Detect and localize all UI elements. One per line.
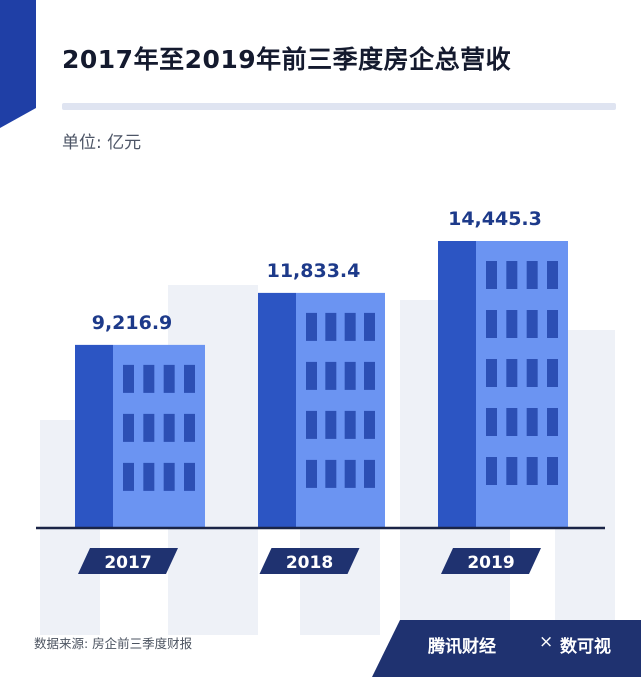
x-tick-label: 2018	[286, 553, 333, 573]
unit-label: 单位: 亿元	[62, 133, 142, 153]
bar-window	[486, 408, 497, 436]
bar-window	[325, 410, 337, 439]
bar-window	[123, 462, 134, 491]
brand-separator: ×	[539, 632, 554, 652]
bar-window	[364, 410, 375, 439]
bar-window	[486, 310, 497, 338]
brand-logo-tencent: 腾讯财经	[428, 637, 496, 657]
bar-side	[258, 292, 296, 528]
page-title: 2017年至2019年前三季度房企总营收	[62, 45, 512, 74]
bar-side	[75, 344, 113, 528]
x-tick-2017: 2017	[78, 548, 178, 574]
bar-window	[506, 457, 518, 485]
title-divider	[62, 103, 616, 110]
bar-window	[547, 359, 558, 387]
bar-window	[325, 459, 337, 488]
bar-window	[547, 261, 558, 289]
bar-window	[325, 361, 337, 390]
bar-window	[306, 410, 317, 439]
bar-window	[547, 310, 558, 338]
bar-window	[325, 312, 337, 341]
title-accent-bar	[0, 0, 36, 128]
bar-side	[438, 241, 476, 528]
x-tick-2018: 2018	[259, 548, 360, 574]
bar-window	[143, 462, 155, 491]
bar-window	[123, 413, 134, 442]
bar-window	[486, 261, 497, 289]
bar-window	[306, 361, 317, 390]
x-tick-label: 2019	[467, 553, 514, 573]
bar-window	[506, 310, 518, 338]
bar-window	[123, 364, 134, 393]
source-note: 数据来源: 房企前三季度财报	[34, 636, 193, 651]
bar-window	[344, 361, 356, 390]
bar-window	[526, 408, 538, 436]
bar-window	[506, 359, 518, 387]
bar-window	[184, 413, 195, 442]
year-tab	[259, 548, 360, 574]
bar-window	[364, 459, 375, 488]
bar-window	[143, 413, 155, 442]
bar-window	[184, 462, 195, 491]
bar-window	[526, 457, 538, 485]
bar-window	[143, 364, 155, 393]
bar-window	[344, 459, 356, 488]
x-tick-2019: 2019	[441, 548, 541, 574]
bar-window	[163, 413, 175, 442]
bar-group-2018: 11,833.4	[258, 260, 385, 528]
brand-logo-shukeshi: 数可视	[560, 637, 611, 657]
bar-window	[163, 462, 175, 491]
x-tick-label: 2017	[104, 553, 151, 573]
bar-window	[486, 359, 497, 387]
bar-window	[364, 312, 375, 341]
bar-window	[486, 457, 497, 485]
bar-window	[344, 410, 356, 439]
year-tab	[441, 548, 541, 574]
bar-window	[364, 361, 375, 390]
bar-window	[184, 364, 195, 393]
bar-group-2019: 14,445.3	[438, 208, 568, 528]
data-label: 11,833.4	[267, 260, 361, 282]
bar-group-2017: 9,216.9	[75, 312, 205, 528]
bar-window	[526, 310, 538, 338]
bar-window	[506, 261, 518, 289]
year-tab	[78, 548, 178, 574]
bar-window	[306, 459, 317, 488]
bar-window	[526, 261, 538, 289]
bar-window	[306, 312, 317, 341]
data-label: 9,216.9	[92, 312, 173, 334]
bar-window	[506, 408, 518, 436]
bar-window	[547, 457, 558, 485]
brand-strip	[372, 620, 641, 677]
bar-window	[163, 364, 175, 393]
bar-window	[526, 359, 538, 387]
data-label: 14,445.3	[448, 208, 542, 230]
bar-window	[344, 312, 356, 341]
bar-window	[547, 408, 558, 436]
